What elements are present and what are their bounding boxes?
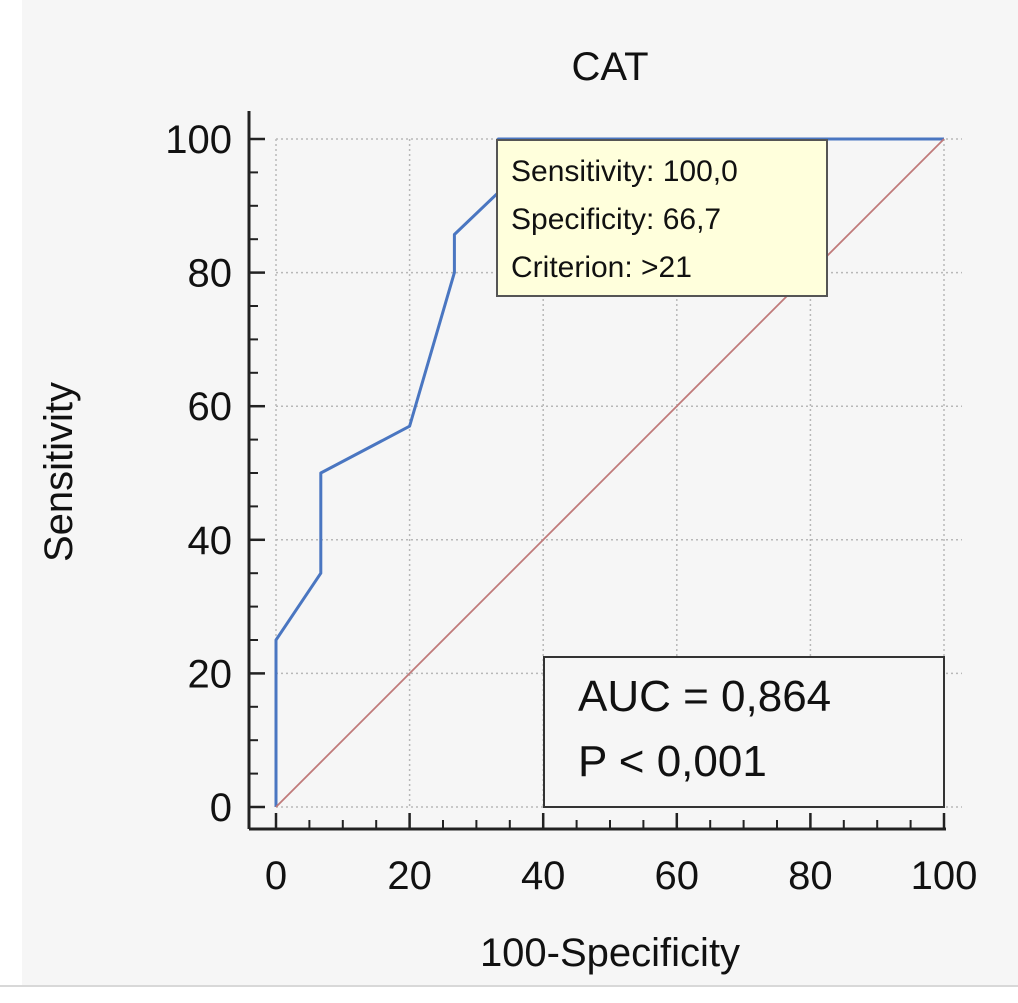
y-tick-label-20: 20: [188, 652, 233, 696]
ticks: [249, 137, 946, 829]
criterion-tooltip: Sensitivity: 100,0 Specificity: 66,7 Cri…: [496, 139, 828, 297]
y-tick-label-100: 100: [165, 118, 232, 162]
y-tick-label-0: 0: [210, 786, 232, 830]
p-value: P < 0,001: [578, 737, 767, 786]
tooltip-specificity: Specificity: 66,7: [511, 203, 721, 236]
x-tick-label-60: 60: [655, 854, 700, 898]
y-tick-label-80: 80: [188, 252, 233, 296]
tooltip-box: [496, 139, 828, 297]
x-axis-title: 100-Specificity: [480, 931, 740, 975]
chart-title: CAT: [571, 45, 648, 89]
tooltip-criterion: Criterion: >21: [511, 251, 692, 284]
y-tick-label-60: 60: [188, 385, 233, 429]
x-tick-label-80: 80: [788, 854, 833, 898]
auc-box: [543, 656, 945, 808]
x-tick-label-40: 40: [521, 854, 566, 898]
axes: [247, 111, 946, 831]
y-tick-label-40: 40: [188, 519, 233, 563]
bottom-divider: [0, 985, 1018, 987]
x-tick-label-0: 0: [265, 854, 287, 898]
tooltip-sensitivity: Sensitivity: 100,0: [511, 155, 738, 188]
auc-annotation: AUC = 0,864 P < 0,001: [543, 656, 945, 808]
reference-diagonal: [275, 138, 945, 808]
x-tick-label-20: 20: [387, 854, 432, 898]
x-tick-label-100: 100: [911, 854, 978, 898]
auc-value: AUC = 0,864: [578, 672, 831, 721]
y-axis-title: Sensitivity: [37, 382, 81, 562]
tick-labels: 0 20 40 60 80 100 0 20 40 60 80 100: [165, 118, 977, 898]
